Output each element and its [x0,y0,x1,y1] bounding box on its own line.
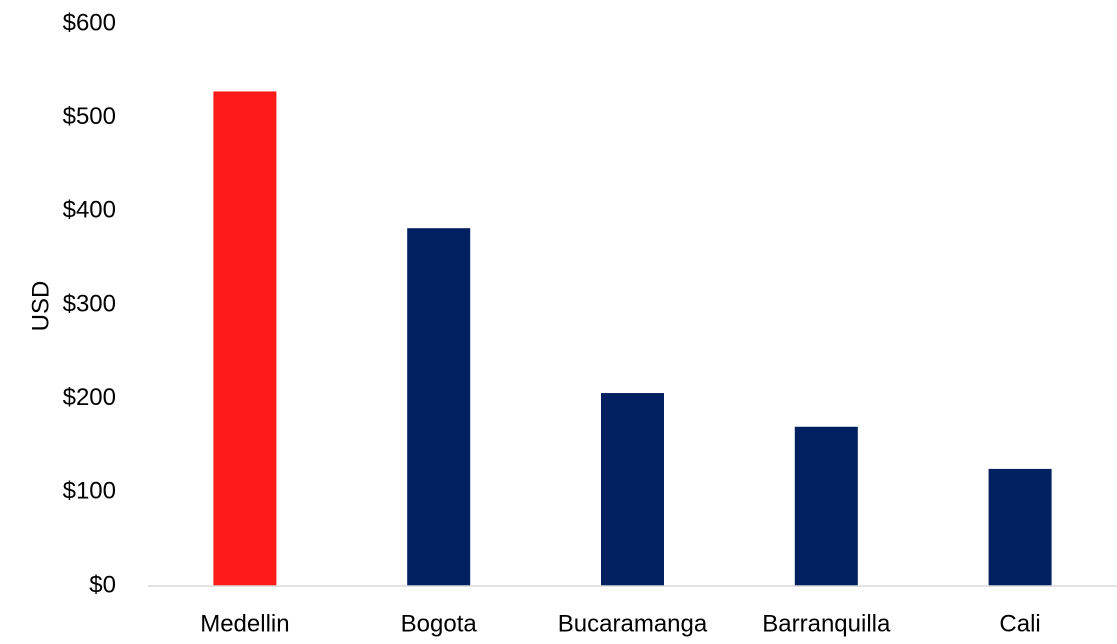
y-axis-ticks: $0 $100 $200 $300 $400 $500 $600 [63,9,116,598]
x-tick-label: Bucaramanga [558,610,708,637]
y-tick-label: $0 [89,571,116,598]
bars-group [213,91,1052,586]
y-tick-label: $600 [63,9,116,36]
bar-bogota [407,228,471,586]
x-axis-ticks: Medellin Bogota Bucaramanga Barranquilla Cal… [200,610,1041,637]
bar-bucaramanga [601,393,664,586]
x-tick-label: Barranquilla [762,610,891,637]
y-axis-title: USD [27,281,54,332]
y-tick-label: $400 [63,197,116,224]
bar-barranquilla [794,426,858,586]
y-tick-label: $500 [63,103,116,130]
y-tick-label: $300 [63,290,116,317]
x-tick-label: Medellin [200,610,289,637]
x-tick-label: Bogota [401,610,478,637]
y-tick-label: $200 [63,384,116,411]
bar-medellin [213,91,277,586]
x-tick-label: Cali [999,610,1040,637]
y-tick-label: $100 [63,478,116,505]
bar-cali [988,468,1052,586]
